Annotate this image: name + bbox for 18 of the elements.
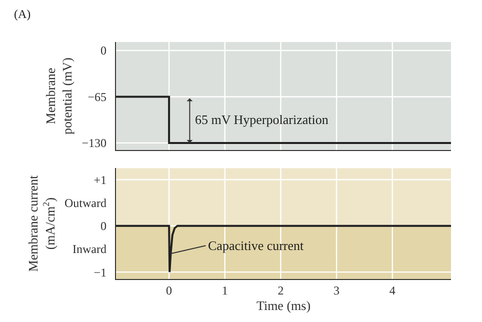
y-tick-label: −1 xyxy=(94,265,106,280)
annotation: Capacitive current xyxy=(208,238,304,253)
y-axis-title: Membrane potential (mV) xyxy=(42,58,75,134)
x-tick-label: 3 xyxy=(334,284,340,298)
x-tick-label: 4 xyxy=(389,284,396,298)
y-tick-label: −130 xyxy=(82,136,106,150)
y-tick-label: 0 xyxy=(100,44,106,58)
y-tick-label: +1 xyxy=(94,172,106,187)
y-tick-label: −65 xyxy=(88,90,106,104)
annotation: 65 mV Hyperpolarization xyxy=(195,112,329,127)
text: (A) xyxy=(14,7,31,21)
x-axis-title: Time (ms) xyxy=(256,298,311,314)
y-tick-label: 0 xyxy=(100,219,106,234)
x-tick-label: 2 xyxy=(278,284,284,298)
x-tick-label: 1 xyxy=(222,284,228,298)
x-tick-label: 0 xyxy=(166,284,172,298)
y-tick-label: Outward xyxy=(64,196,106,210)
y-tick-label: Inward xyxy=(72,242,106,256)
